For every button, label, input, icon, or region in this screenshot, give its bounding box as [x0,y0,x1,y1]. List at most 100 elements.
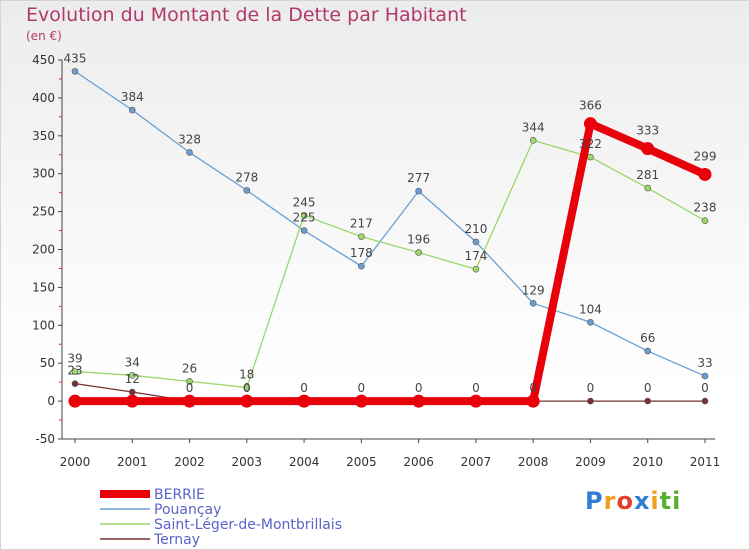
data-point [243,187,251,194]
data-label: 344 [522,120,545,134]
x-tick-label: 2008 [518,455,549,469]
x-tick-label: 2011 [690,455,721,469]
data-label: 129 [522,283,545,297]
series-line-pouan-ay [74,70,706,377]
data-point [358,233,365,240]
data-point [128,388,136,396]
data-point [472,238,480,246]
y-tick-label: 300 [32,167,55,181]
legend-label: Saint-Léger-de-Montbrillais [154,517,342,533]
data-point [415,249,422,256]
data-point [529,300,537,307]
y-tick-label: 50 [40,356,55,370]
data-label: 333 [636,124,659,138]
data-point [358,262,365,270]
y-tick-label: -50 [35,432,55,446]
y-tick-label: 150 [32,280,55,294]
data-label: 0 [701,381,709,395]
x-tick-label: 2010 [632,455,663,469]
data-point [354,394,368,408]
logo-letter: r [603,487,617,515]
data-label: 299 [694,149,717,163]
logo-letter: o [616,487,634,515]
data-point [469,394,483,408]
data-label: 322 [579,137,602,151]
data-point [701,217,709,224]
x-tick-label: 2009 [575,455,606,469]
data-point [583,117,597,131]
y-tick-label: 400 [32,91,55,105]
logo-letter: ti [659,487,682,515]
data-point [300,212,308,219]
data-point [644,397,652,405]
data-label: 18 [239,367,254,381]
data-point [183,394,197,408]
data-label: 217 [350,217,373,231]
data-label: 0 [415,381,423,395]
data-point [472,265,480,273]
data-label: 384 [121,90,144,104]
data-point [701,372,709,380]
data-point [128,106,136,114]
data-label: 33 [697,356,712,370]
data-label: 0 [529,381,537,395]
data-label: 277 [407,171,430,185]
x-tick-label: 2007 [461,455,492,469]
data-label: 281 [636,168,659,182]
data-label: 104 [579,302,602,316]
data-label: 0 [472,381,480,395]
data-label: 23 [67,364,82,378]
data-label: 12 [125,372,140,386]
data-label: 0 [186,381,194,395]
data-point [641,142,655,156]
data-label: 278 [235,170,258,184]
legend-label: Ternay [153,532,200,548]
data-point [644,347,652,355]
data-point [243,384,251,391]
data-point [300,227,308,234]
series-line-berrie [75,119,707,406]
x-tick-label: 2003 [232,455,263,469]
logo-letter: P [585,487,604,515]
proxiti-logo: Proxiti [585,487,681,515]
y-tick-label: 100 [32,318,55,332]
logo-letter: i [650,487,660,515]
data-point [415,187,422,195]
data-label: 366 [579,99,602,113]
data-label: 178 [350,246,373,260]
logo-letter: x [633,487,651,515]
y-tick-label: 0 [47,394,55,408]
data-point [587,153,594,161]
data-point [529,137,537,144]
data-label: 328 [178,132,201,146]
data-label: 174 [464,249,487,263]
data-label: 435 [64,51,87,65]
data-label: 66 [640,331,655,345]
x-tick-label: 2004 [289,455,320,469]
y-tick-label: 350 [32,129,55,143]
legend-label: Pouançay [154,502,221,518]
data-point [587,397,594,405]
x-tick-label: 2006 [403,455,434,469]
data-label: 0 [358,381,366,395]
y-tick-label: 200 [32,243,55,257]
data-point [587,318,594,326]
data-label: 210 [464,222,487,236]
chart-title: Evolution du Montant de la Dette par Hab… [26,4,467,26]
y-tick-label: 450 [32,53,55,67]
data-label: 39 [67,352,82,366]
data-point [412,394,426,408]
legend-label: BERRIE [154,487,205,503]
x-tick-label: 2002 [174,455,205,469]
data-label: 196 [407,233,430,247]
x-tick-label: 2000 [60,455,91,469]
data-point [698,167,712,181]
data-label: 26 [182,361,197,375]
data-point [128,372,136,379]
data-point [71,380,79,387]
data-label: 245 [293,195,316,209]
series-line-saint-l-ger-de-montbrillais [74,139,706,389]
data-point [68,394,82,408]
